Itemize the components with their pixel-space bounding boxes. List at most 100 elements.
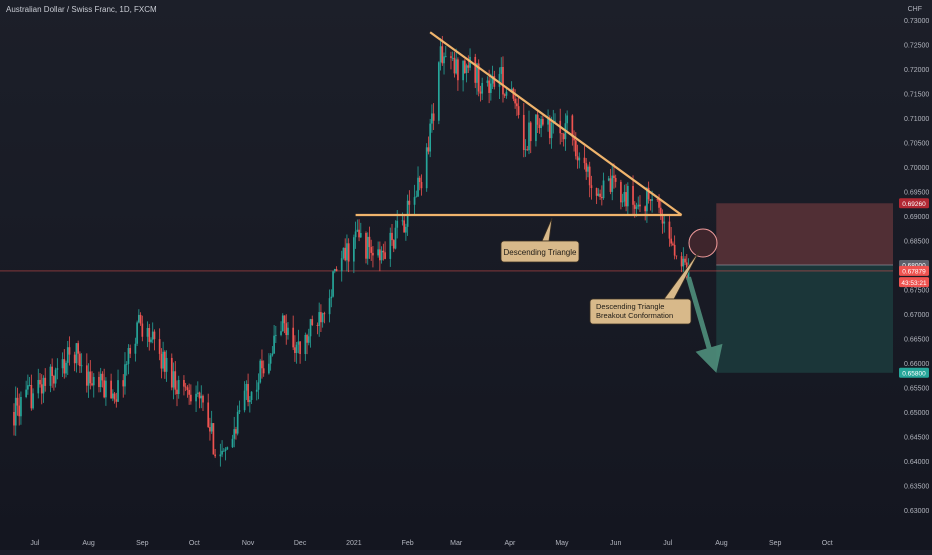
candle-body — [457, 59, 459, 81]
candle-body — [346, 243, 348, 261]
candle-body — [490, 83, 492, 93]
candle-body — [80, 365, 83, 367]
candle-body — [656, 198, 659, 200]
candle-body — [415, 196, 418, 198]
x-tick-label: Feb — [402, 540, 414, 547]
candle-body — [516, 103, 518, 107]
candle-body — [222, 450, 225, 452]
triangle-callout-label: Descending Triangle — [504, 248, 577, 257]
y-tick-label: 0.67000 — [904, 312, 929, 319]
candle-body — [221, 450, 223, 455]
candle-body — [684, 258, 686, 263]
candle-body — [53, 375, 55, 384]
candle-body — [418, 177, 421, 182]
candle-body — [174, 371, 177, 390]
candle-body — [514, 98, 516, 104]
candle-body — [307, 336, 310, 343]
candle-body — [226, 447, 229, 450]
candle-body — [372, 252, 374, 256]
candle-body — [101, 373, 104, 381]
price-badge-label: 0.69260 — [902, 201, 926, 208]
candle-body — [66, 347, 69, 363]
x-tick-label: Nov — [242, 540, 255, 547]
candle-body — [366, 236, 369, 259]
candle-body — [453, 57, 456, 74]
candle-body — [63, 359, 66, 374]
candle-body — [389, 232, 392, 259]
candle-body — [529, 122, 532, 142]
candle-body — [186, 387, 189, 390]
candle-body — [68, 347, 71, 355]
candle-body — [405, 226, 407, 233]
candle-body — [136, 322, 138, 344]
candle-body — [49, 366, 52, 386]
candle-body — [271, 353, 274, 356]
candle-body — [183, 379, 185, 387]
candle-body — [524, 149, 527, 151]
y-tick-label: 0.66500 — [904, 337, 929, 344]
breakout-callout[interactable]: Descending Triangle Breakout Conformatio… — [589, 249, 701, 325]
stop-loss-zone[interactable] — [716, 203, 893, 265]
candle-body — [306, 334, 308, 343]
candle-body — [141, 323, 144, 337]
candle-body — [429, 123, 432, 152]
triangle-callout[interactable]: Descending Triangle — [500, 217, 580, 263]
candle-body — [384, 252, 386, 259]
candle-body — [281, 315, 284, 332]
candle-body — [392, 240, 395, 249]
candle-body — [370, 247, 373, 253]
candle-body — [647, 187, 650, 200]
candle-body — [164, 351, 166, 372]
candle-body — [644, 206, 647, 212]
x-tick-label: Aug — [82, 540, 95, 547]
price-badge — [899, 198, 929, 209]
candle-body — [328, 298, 331, 315]
candle-body — [408, 200, 411, 205]
candle-body — [626, 185, 629, 207]
candle-body — [198, 392, 201, 399]
y-tick-label: 0.64500 — [904, 435, 929, 442]
candle-body — [209, 427, 211, 432]
candle-body — [160, 353, 163, 369]
candle-body — [540, 118, 542, 128]
candle-body — [170, 357, 173, 388]
candle-body — [148, 328, 151, 342]
candle-body — [129, 348, 132, 354]
y-tick-label: 0.69500 — [904, 190, 929, 197]
x-tick-label: Apr — [504, 540, 516, 547]
candle-body — [481, 82, 484, 94]
y-tick-label: 0.73000 — [904, 18, 929, 25]
candle-body — [65, 362, 67, 374]
take-profit-zone[interactable] — [716, 265, 893, 373]
candle-body — [196, 392, 199, 394]
candle-body — [323, 313, 326, 315]
y-tick-label: 0.71500 — [904, 92, 929, 99]
candle-body — [573, 137, 575, 141]
triangle-resistance-line[interactable] — [429, 31, 683, 216]
candle-body — [110, 380, 112, 399]
candle-body — [30, 385, 33, 409]
candle-body — [25, 389, 27, 397]
candle-body — [561, 133, 563, 135]
candle-body — [431, 113, 433, 124]
candle-body — [162, 351, 164, 369]
candle-body — [463, 60, 466, 73]
candle-body — [427, 147, 430, 152]
candle-body — [455, 59, 458, 74]
candle-body — [486, 80, 489, 83]
candle-body — [139, 314, 142, 324]
x-tick-label: Jul — [663, 540, 672, 547]
candle-body — [285, 323, 288, 336]
candle-body — [98, 376, 100, 388]
candle-body — [425, 147, 428, 189]
candle-body — [498, 73, 501, 87]
candle-body — [517, 106, 520, 115]
candle-body — [396, 220, 399, 228]
candle-body — [309, 319, 312, 337]
candle-body — [571, 115, 574, 138]
candle-body — [103, 380, 106, 398]
candle-body — [625, 192, 627, 207]
candle-body — [151, 331, 154, 340]
